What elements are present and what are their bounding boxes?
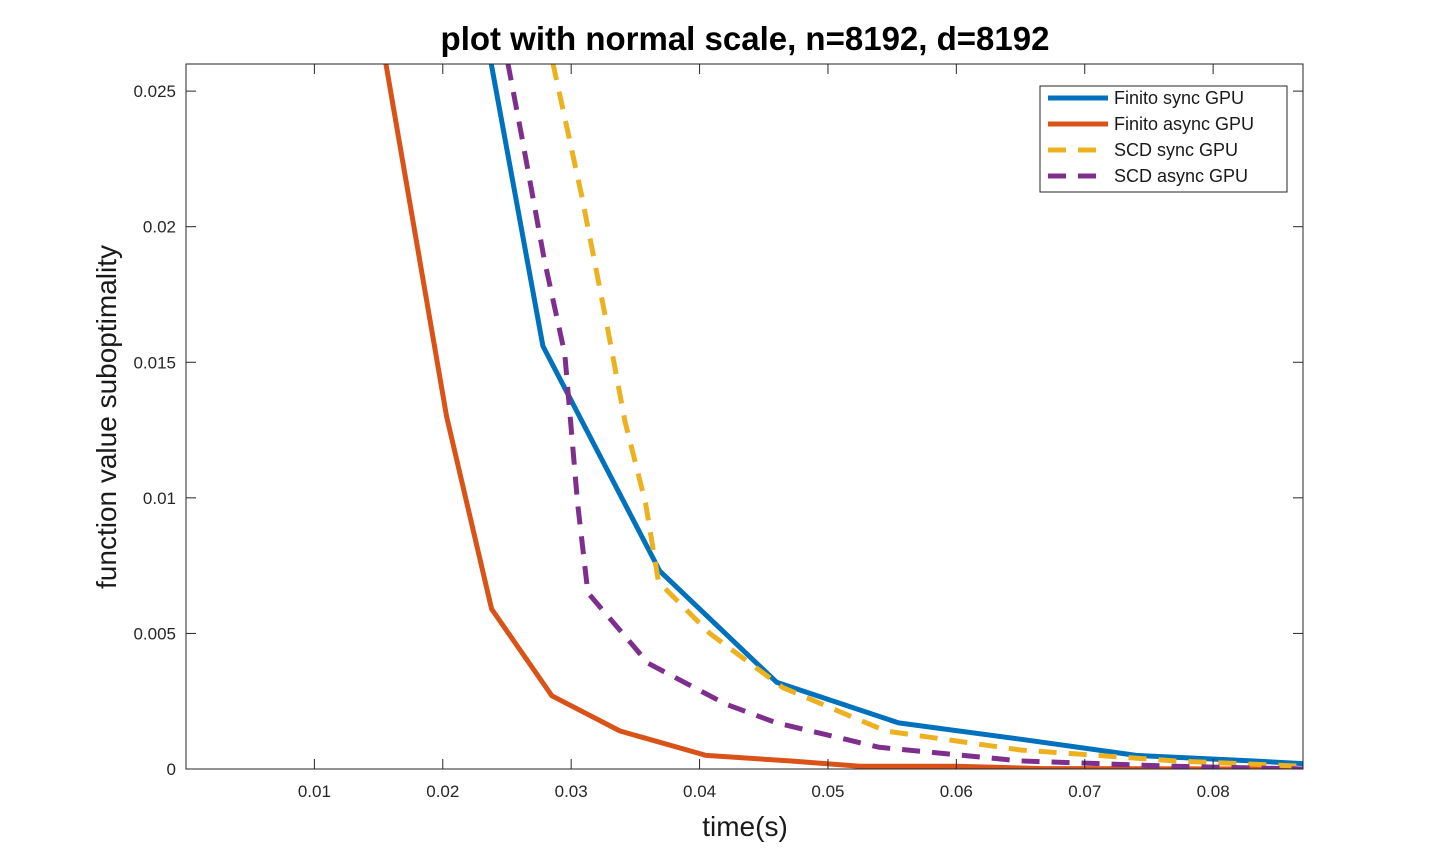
plot-frame	[185, 63, 1304, 770]
x-tick-label: 0.07	[1068, 782, 1101, 801]
y-axis-title: function value suboptimality	[91, 245, 122, 589]
x-tick-label: 0.05	[811, 782, 844, 801]
series-line-2	[383, 64, 1303, 769]
x-axis-title: time(s)	[702, 811, 788, 842]
x-tick-label: 0.08	[1197, 782, 1230, 801]
x-tick-label: 0.02	[426, 782, 459, 801]
legend-label-4: SCD async GPU	[1114, 166, 1248, 186]
x-tick-label: 0.04	[683, 782, 716, 801]
x-tick-label: 0.01	[298, 782, 331, 801]
y-tick-label: 0.015	[133, 353, 176, 372]
y-tick-label: 0.01	[143, 489, 176, 508]
legend: Finito sync GPU Finito async GPU SCD sync …	[1039, 85, 1288, 193]
y-tick-label: 0.025	[133, 82, 176, 101]
legend-label-1: Finito sync GPU	[1114, 88, 1244, 108]
y-tick-label: 0.02	[143, 218, 176, 237]
series-line-1	[488, 64, 1303, 767]
x-tick-label: 0.03	[555, 782, 588, 801]
y-tick-label: 0.005	[133, 624, 176, 643]
axis-ticks: 0.01 0.02 0.03 0.04 0.05 0.06 0.07 0.08 0 0.005 0.…	[133, 64, 1303, 801]
series-line-3	[550, 64, 1303, 769]
legend-label-3: SCD sync GPU	[1114, 140, 1238, 160]
chart-title: plot with normal scale, n=8192, d=8192	[441, 20, 1050, 57]
y-tick-label: 0	[167, 760, 176, 779]
x-tick-label: 0.06	[940, 782, 973, 801]
series-line-4	[505, 64, 1303, 769]
series-layer	[383, 64, 1303, 769]
legend-label-2: Finito async GPU	[1114, 114, 1254, 134]
